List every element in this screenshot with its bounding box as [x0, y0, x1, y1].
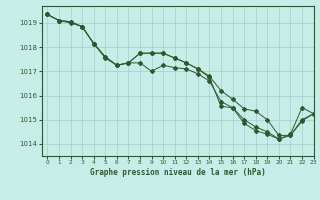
- X-axis label: Graphe pression niveau de la mer (hPa): Graphe pression niveau de la mer (hPa): [90, 168, 266, 177]
